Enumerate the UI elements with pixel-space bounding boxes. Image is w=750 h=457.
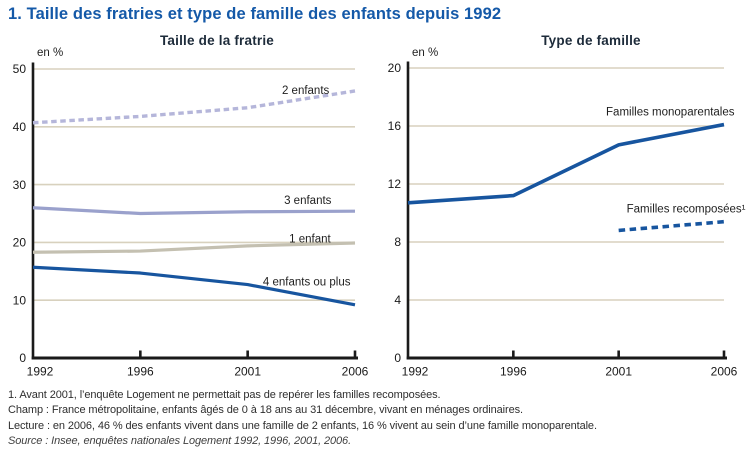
y-tick-label: 8 — [394, 235, 401, 249]
figure-title: 1. Taille des fratries et type de famill… — [8, 5, 502, 23]
series-label-familles-recompos-es: Familles recomposées¹ — [627, 204, 746, 216]
x-tick-label: 2006 — [342, 365, 369, 379]
footnote-source: Source : Insee, enquêtes nationales Loge… — [8, 435, 352, 448]
series-line-familles-recompos-es — [618, 219, 725, 233]
x-tick-label: 2001 — [234, 365, 261, 379]
x-tick-label: 1996 — [127, 365, 154, 379]
y-tick-label: 40 — [13, 120, 27, 134]
series-line-1-enfant — [32, 241, 356, 254]
y-tick-label: 20 — [388, 61, 402, 75]
x-tick-label: 2006 — [711, 365, 738, 379]
y-tick-label: 12 — [388, 177, 402, 191]
y-tick-label: 4 — [394, 293, 401, 307]
left-chart-title: Taille de la fratrie — [159, 33, 275, 48]
y-tick-label: 16 — [388, 119, 402, 133]
y-tick-label: 20 — [13, 236, 27, 250]
right-chart-title: Type de famille — [541, 33, 641, 48]
footnote-lecture: Lecture : en 2006, 46 % des enfants vive… — [8, 419, 597, 432]
series-label-1-enfant: 1 enfant — [289, 233, 331, 245]
series-line-3-enfants — [32, 206, 356, 216]
series-label-familles-monoparentales: Familles monoparentales — [606, 107, 735, 119]
footnote-recomposees: 1. Avant 2001, l’enquête Logement ne per… — [8, 389, 441, 401]
footnote-champ: Champ : France métropolitaine, enfants â… — [8, 404, 523, 417]
left-unit-label: en % — [37, 47, 64, 59]
right-unit-label: en % — [412, 47, 439, 59]
series-line-familles-monoparentales — [407, 122, 725, 205]
footnotes: 1. Avant 2001, l’enquête Logement ne per… — [8, 388, 597, 450]
series-line-4-enfants-ou-plus — [32, 265, 356, 307]
series-label-3-enfants: 3 enfants — [284, 195, 332, 207]
y-tick-label: 30 — [13, 178, 27, 192]
y-tick-label: 0 — [19, 351, 26, 365]
x-tick-label: 1996 — [500, 365, 527, 379]
y-tick-label: 50 — [13, 62, 27, 76]
x-tick-label: 1992 — [402, 365, 429, 379]
y-tick-label: 0 — [394, 351, 401, 365]
x-tick-label: 1992 — [27, 365, 54, 379]
x-tick-label: 2001 — [605, 365, 632, 379]
series-label-2-enfants: 2 enfants — [282, 85, 330, 97]
series-label-4-enfants-ou-plus: 4 enfants ou plus — [263, 277, 351, 289]
y-tick-label: 10 — [13, 293, 27, 307]
